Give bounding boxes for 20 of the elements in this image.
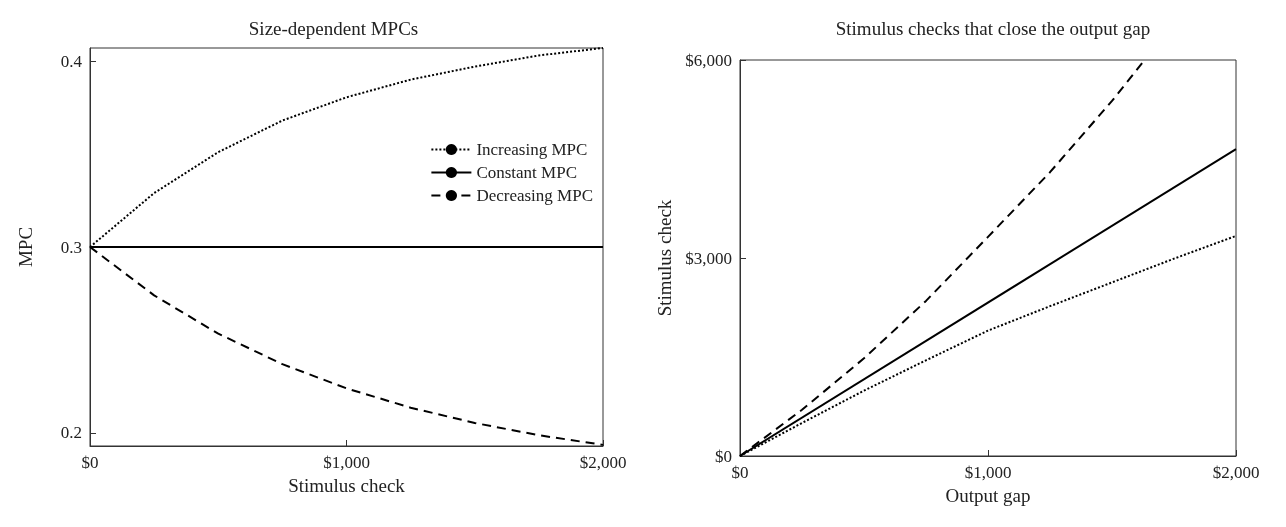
x-tick-label: $1,000 [323, 453, 370, 472]
legend-label: Decreasing MPC [476, 186, 594, 205]
legend-label: Constant MPC [476, 163, 577, 182]
y-tick-label: 0.4 [60, 51, 83, 71]
x-axis-title: Stimulus check [288, 474, 406, 496]
chart-title: Stimulus checks that close the output gap [835, 18, 1151, 39]
y-tick-label: 0.3 [60, 237, 82, 257]
x-tick-label: $0 [81, 453, 99, 472]
x-axis-title: Output gap [945, 484, 1031, 506]
y-tick-label: 0.2 [60, 423, 82, 443]
legend-label: Increasing MPC [476, 140, 588, 159]
x-tick-label: $1,000 [964, 463, 1012, 482]
y-tick-label: $6,000 [685, 50, 732, 70]
y-tick-label: $3,000 [685, 248, 732, 268]
x-tick-label: $0 [731, 463, 749, 482]
y-axis-title: Stimulus check [654, 199, 676, 317]
x-tick-label: $2,000 [579, 453, 627, 472]
x-tick-label: $2,000 [1212, 463, 1260, 482]
chart-title: Size-dependent MPCs [248, 18, 419, 39]
y-axis-title: MPC [15, 226, 36, 268]
